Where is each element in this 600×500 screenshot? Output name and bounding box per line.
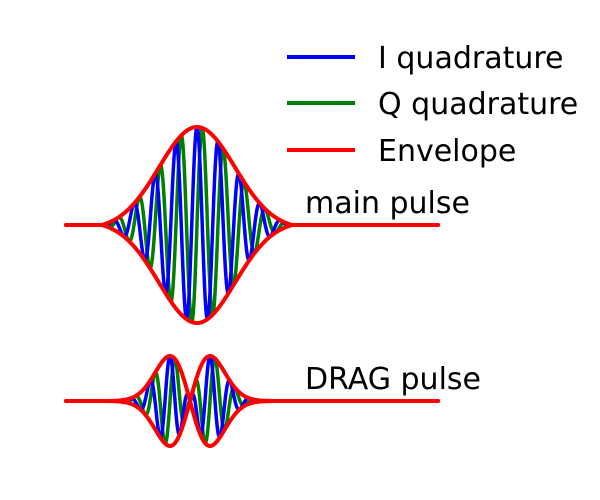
main-pulse: main pulse: [64, 125, 470, 325]
legend-entry-i: I quadrature: [287, 41, 564, 76]
drag-pulse-envelope-bottom: [64, 399, 440, 448]
legend-label-i: I quadrature: [378, 41, 564, 76]
legend: I quadrature Q quadrature Envelope: [287, 41, 578, 169]
main-pulse-envelope-bottom: [64, 223, 440, 325]
drag-pulse-label: DRAG pulse: [305, 362, 481, 397]
legend-label-q: Q quadrature: [378, 87, 578, 122]
legend-label-envelope: Envelope: [378, 134, 516, 169]
legend-entry-envelope: Envelope: [287, 134, 516, 169]
legend-entry-q: Q quadrature: [287, 87, 578, 122]
drag-pulse: DRAG pulse: [64, 354, 481, 448]
main-pulse-label: main pulse: [305, 186, 470, 221]
